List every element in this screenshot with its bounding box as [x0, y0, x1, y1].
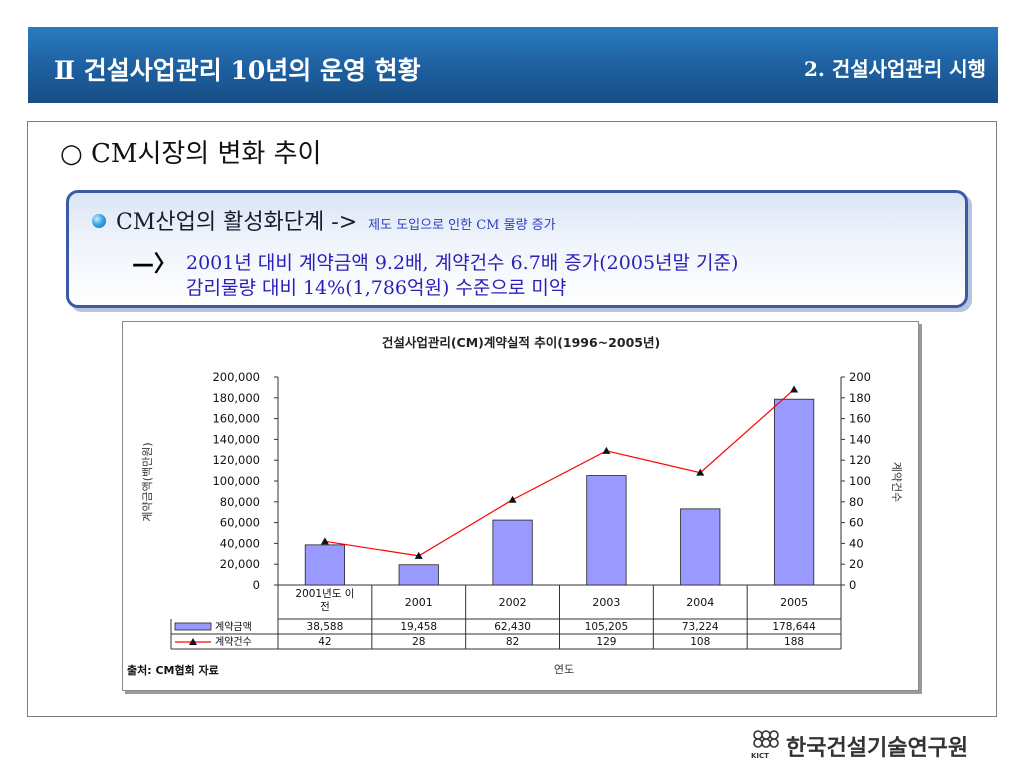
y2-tick-label: 40	[849, 536, 864, 550]
legend-bar-swatch	[174, 622, 212, 631]
y-axis-label: 계약금액(백만원)	[140, 442, 154, 521]
y-tick-label: 140,000	[212, 432, 260, 446]
y2-tick-label: 140	[849, 432, 871, 446]
y2-tick-label: 160	[849, 412, 871, 426]
x-tick-label: 2003	[592, 596, 620, 609]
data-label: 73,224	[682, 621, 719, 633]
data-label: 62,430	[494, 621, 531, 633]
y-tick-label: 160,000	[212, 412, 260, 426]
header-bar: Ⅱ 건설사업관리 10년의 운영 현황 2. 건설사업관리 시행	[28, 27, 998, 103]
x-tick-label: 2005	[780, 596, 808, 609]
legend-label: 계약금액	[215, 621, 252, 633]
data-label: 19,458	[400, 621, 437, 633]
line-point	[602, 446, 611, 454]
data-label: 28	[412, 636, 425, 648]
page-title: Ⅱ 건설사업관리 10년의 운영 현황	[54, 56, 421, 85]
line-point	[320, 537, 329, 545]
data-label: 178,644	[772, 621, 816, 633]
bar	[773, 398, 815, 586]
data-label: 129	[596, 636, 616, 648]
y2-tick-label: 60	[849, 516, 864, 530]
source-note: 출처: CM협회 자료	[127, 663, 219, 677]
y2-tick-label: 200	[849, 370, 871, 384]
bar	[586, 475, 627, 586]
x-tick-label: 2004	[686, 596, 714, 609]
bar	[398, 564, 439, 586]
y-tick-label: 40,000	[220, 536, 260, 550]
y-tick-label: 120,000	[212, 453, 260, 467]
line-point	[508, 495, 517, 503]
y2-tick-label: 100	[849, 474, 871, 488]
y2-tick-label: 180	[849, 391, 871, 405]
callout-line-1: 2001년 대비 계약금액 9.2배, 계약건수 6.7배 증가(2005년말 …	[186, 252, 739, 274]
logo-text: 한국건설기술연구원	[786, 736, 969, 761]
x-axis-label: 연도	[554, 663, 574, 676]
data-label: 38,588	[307, 621, 344, 633]
chart-container: 건설사업관리(CM)계약실적 추이(1996~2005년) 계약금액(백만원) …	[122, 321, 919, 691]
y-tick-label: 60,000	[220, 516, 260, 530]
y-tick-label: 180,000	[212, 391, 260, 405]
line-point	[696, 468, 705, 476]
chart-title: 건설사업관리(CM)계약실적 추이(1996~2005년)	[382, 335, 660, 350]
bar	[304, 544, 346, 586]
callout-main-text: CM산업의 활성화단계 -> 제도 도입으로 인한 CM 물량 증가	[116, 204, 556, 236]
line-point	[414, 551, 423, 559]
data-label: 82	[506, 636, 519, 648]
section-subtitle: 2. 건설사업관리 시행	[803, 57, 986, 81]
legend-line-marker	[189, 638, 197, 645]
bar	[680, 508, 721, 586]
bullet-icon	[92, 214, 106, 228]
legend-label: 계약건수	[215, 636, 252, 648]
arrow-icon: —〉	[132, 252, 177, 277]
data-label: 105,205	[585, 621, 628, 633]
callout-main-label: CM산업의 활성화단계 ->	[116, 210, 358, 235]
y-tick-label: 100,000	[212, 474, 260, 488]
callout-note: 제도 도입으로 인한 CM 물량 증가	[368, 218, 556, 233]
combo-chart: 건설사업관리(CM)계약실적 추이(1996~2005년) 계약금액(백만원) …	[127, 335, 904, 677]
data-label: 42	[318, 636, 331, 648]
x-tick-label: 2001	[405, 596, 433, 609]
section-heading: ○ CM시장의 변화 추이	[60, 139, 322, 169]
data-label: 108	[690, 636, 710, 648]
y-tick-label: 0	[253, 578, 260, 592]
logo-abbr: KICT	[751, 752, 769, 760]
callout-line-2: 감리물량 대비 14%(1,786억원) 수준으로 미약	[186, 277, 567, 299]
y2-tick-label: 80	[849, 495, 864, 509]
kict-logo-icon	[753, 730, 779, 748]
callout-box	[66, 190, 968, 308]
y2-tick-label: 20	[849, 557, 864, 571]
y2-tick-label: 120	[849, 453, 871, 467]
y2-axis-label: 계약건수	[890, 462, 904, 502]
y-tick-label: 80,000	[220, 495, 260, 509]
bar	[492, 519, 533, 586]
line-point	[790, 385, 799, 393]
y2-tick-label: 0	[849, 578, 856, 592]
y-tick-label: 200,000	[212, 370, 260, 384]
data-label: 188	[784, 636, 804, 648]
x-tick-label: 2002	[499, 596, 527, 609]
y-tick-label: 20,000	[220, 557, 260, 571]
series-line	[324, 389, 795, 557]
